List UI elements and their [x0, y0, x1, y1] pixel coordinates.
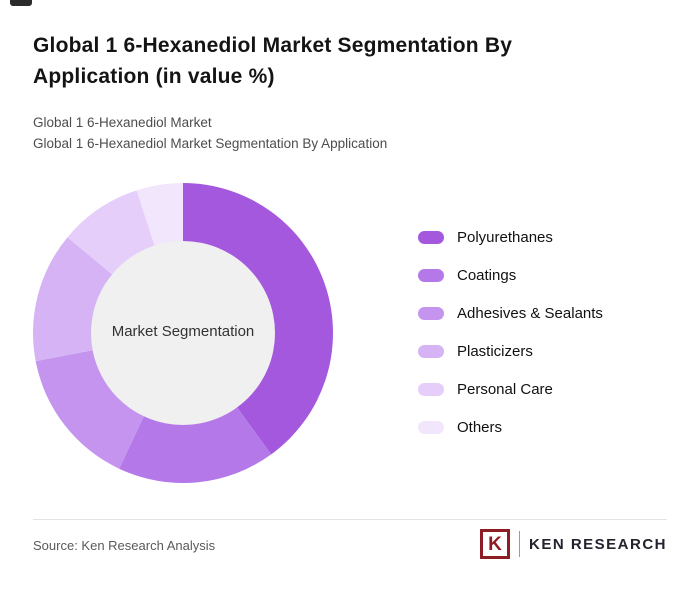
legend-label: Adhesives & Sealants — [457, 304, 603, 322]
legend-label: Personal Care — [457, 380, 553, 398]
source-text: Source: Ken Research Analysis — [33, 538, 216, 553]
legend-swatch — [418, 344, 444, 358]
logo-k-icon: K — [479, 529, 510, 559]
legend-item-polyurethanes: Polyurethanes — [418, 228, 603, 246]
footer-divider — [33, 519, 667, 520]
chart-title: Global 1 6-Hexanediol Market Segmentatio… — [33, 34, 513, 88]
legend-swatch — [418, 420, 444, 434]
legend-swatch — [418, 268, 444, 282]
legend-item-plasticizers: Plasticizers — [418, 342, 603, 360]
legend-label: Coatings — [457, 266, 517, 284]
ken-research-logo: K KEN RESEARCH — [479, 527, 667, 561]
screen-edge-artifact — [10, 0, 32, 6]
donut-svg — [33, 183, 333, 483]
donut-center-label: Market Segmentation — [111, 323, 255, 340]
chart-legend: Polyurethanes Coatings Adhesives & Seala… — [418, 228, 603, 436]
legend-item-adhesives-sealants: Adhesives & Sealants — [418, 304, 603, 322]
legend-label: Polyurethanes — [457, 228, 553, 246]
chart-subtitles: Global 1 6-Hexanediol Market Global 1 6-… — [33, 112, 387, 154]
subtitle-line-2: Global 1 6-Hexanediol Market Segmentatio… — [33, 136, 388, 151]
legend-swatch — [418, 382, 444, 396]
legend-label: Plasticizers — [457, 342, 533, 360]
subtitle-line-1: Global 1 6-Hexanediol Market — [33, 115, 212, 130]
legend-item-others: Others — [418, 418, 603, 436]
logo-brand-text: KEN RESEARCH — [528, 535, 667, 553]
donut-center-circle — [91, 241, 275, 425]
legend-label: Others — [457, 418, 503, 436]
legend-item-coatings: Coatings — [418, 266, 603, 284]
donut-chart: Market Segmentation — [23, 173, 343, 493]
legend-swatch — [418, 306, 444, 320]
logo-divider — [518, 531, 520, 557]
legend-item-personal-care: Personal Care — [418, 380, 603, 398]
legend-swatch — [418, 230, 444, 244]
